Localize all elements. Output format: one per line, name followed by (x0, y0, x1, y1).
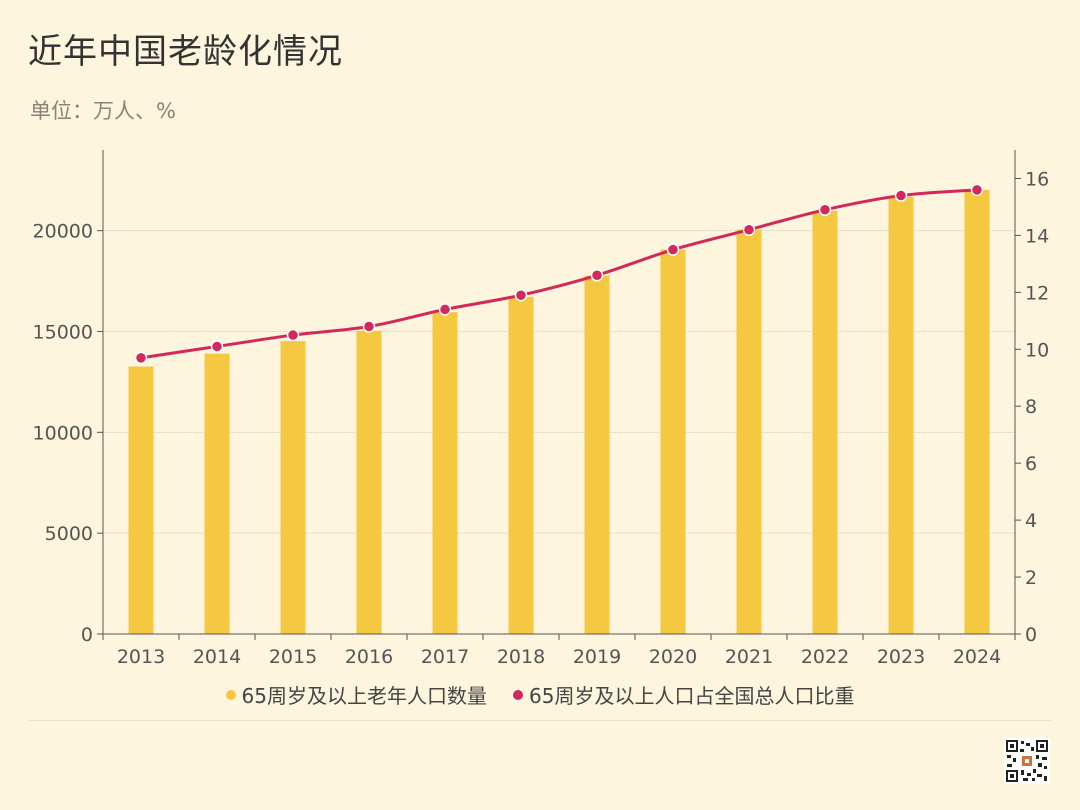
bar-population-2018 (508, 296, 534, 634)
right-axis-tick-label: 0 (1025, 624, 1037, 646)
x-axis-tick-label: 2020 (649, 646, 697, 668)
legend-label-population: 65周岁及以上老年人口数量 (241, 684, 487, 708)
right-axis-tick-label: 10 (1025, 339, 1049, 361)
chart-legend: 65周岁及以上老年人口数量 65周岁及以上人口占全国总人口比重 (0, 680, 1080, 709)
legend-item-ratio: 65周岁及以上人口占全国总人口比重 (513, 680, 854, 709)
right-axis-tick-label: 4 (1025, 510, 1037, 532)
legend-label-ratio: 65周岁及以上人口占全国总人口比重 (529, 684, 855, 708)
x-axis-tick-label: 2019 (573, 646, 621, 668)
x-axis-tick-label: 2024 (953, 646, 1001, 668)
x-axis-tick-label: 2021 (725, 646, 773, 668)
x-axis-tick-label: 2023 (877, 646, 925, 668)
divider (28, 720, 1052, 721)
chart-subtitle: 单位：万人、% (30, 99, 176, 123)
left-axis-tick-label: 20000 (33, 221, 93, 243)
point-ratio-2020 (666, 243, 680, 256)
right-axis-tick-label: 12 (1025, 282, 1049, 304)
x-axis-tick-label: 2022 (801, 646, 849, 668)
left-axis-tick-label: 15000 (33, 322, 93, 344)
bar-population-2014 (204, 353, 230, 634)
legend-item-population: 65周岁及以上老年人口数量 (225, 680, 487, 709)
right-axis-tick-label: 2 (1025, 567, 1037, 589)
point-ratio-2023 (894, 189, 908, 202)
right-axis-tick-label: 6 (1025, 453, 1037, 475)
right-axis-tick-label: 14 (1025, 225, 1049, 247)
point-ratio-2021 (742, 223, 756, 236)
right-axis-tick-label: 16 (1025, 168, 1049, 190)
legend-dot-icon (513, 689, 523, 700)
left-axis-tick-label: 5000 (45, 523, 93, 545)
bar-population-2022 (812, 210, 838, 634)
point-ratio-2024 (970, 183, 984, 197)
x-axis-tick-label: 2018 (497, 646, 545, 668)
qr-code-icon (1004, 738, 1050, 784)
bar-population-2015 (280, 341, 306, 634)
point-ratio-2019 (590, 269, 604, 282)
x-axis-tick-label: 2017 (421, 646, 469, 668)
point-ratio-2016 (362, 320, 376, 333)
bar-population-2017 (432, 312, 458, 634)
bar-population-2019 (584, 275, 610, 634)
bar-population-2013 (128, 366, 154, 634)
left-axis-tick-label: 10000 (33, 422, 93, 444)
point-ratio-2014 (210, 340, 224, 353)
point-ratio-2013 (134, 351, 148, 365)
bar-population-2016 (356, 330, 382, 634)
x-axis-tick-label: 2016 (345, 646, 393, 668)
chart-title: 近年中国老龄化情况 (28, 32, 343, 72)
left-axis-tick-label: 0 (81, 624, 93, 646)
bar-population-2023 (888, 196, 914, 634)
legend-dot-icon (225, 689, 236, 700)
point-ratio-2022 (818, 203, 832, 217)
right-axis-tick-label: 8 (1025, 396, 1037, 418)
point-ratio-2015 (286, 328, 300, 342)
bar-population-2020 (660, 249, 686, 634)
combo-chart: 0 5000 10000 15000 20000 0 2 4 6 8 10 12 14 16 2013 201… (33, 150, 1049, 668)
point-ratio-2018 (514, 288, 528, 302)
x-axis-tick-label: 2014 (193, 646, 241, 668)
bar-population-2024 (964, 189, 990, 634)
bar-population-2021 (736, 229, 762, 634)
x-axis-tick-label: 2015 (269, 646, 317, 668)
point-ratio-2017 (438, 303, 452, 316)
line-ratio-series (140, 188, 978, 360)
x-axis-tick-label: 2013 (117, 646, 165, 668)
